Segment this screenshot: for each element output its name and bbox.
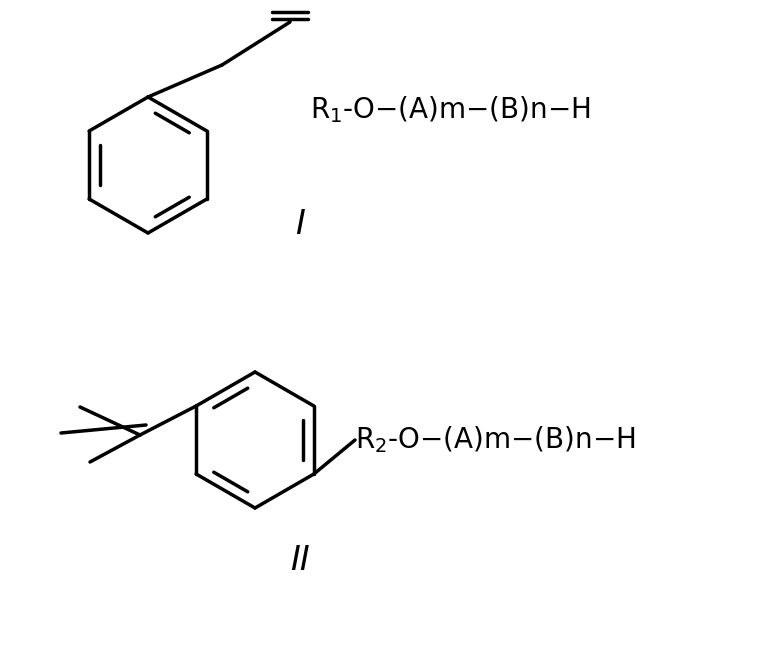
Text: I: I xyxy=(295,208,305,242)
Text: R$_1$-O$-$(A)m$-$(B)n$-$H: R$_1$-O$-$(A)m$-$(B)n$-$H xyxy=(310,94,591,125)
Text: II: II xyxy=(290,544,310,576)
Text: R$_2$-O$-$(A)m$-$(B)n$-$H: R$_2$-O$-$(A)m$-$(B)n$-$H xyxy=(355,424,636,455)
